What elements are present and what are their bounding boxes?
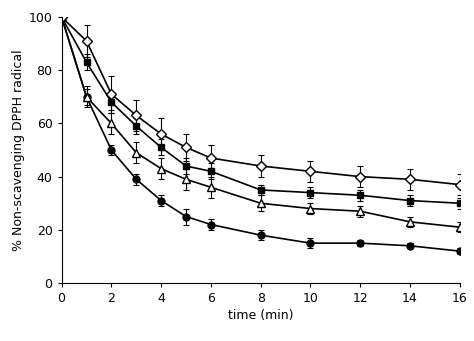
X-axis label: time (min): time (min)	[228, 309, 293, 322]
Y-axis label: % Non-scavenging DPPH radical: % Non-scavenging DPPH radical	[11, 49, 25, 251]
